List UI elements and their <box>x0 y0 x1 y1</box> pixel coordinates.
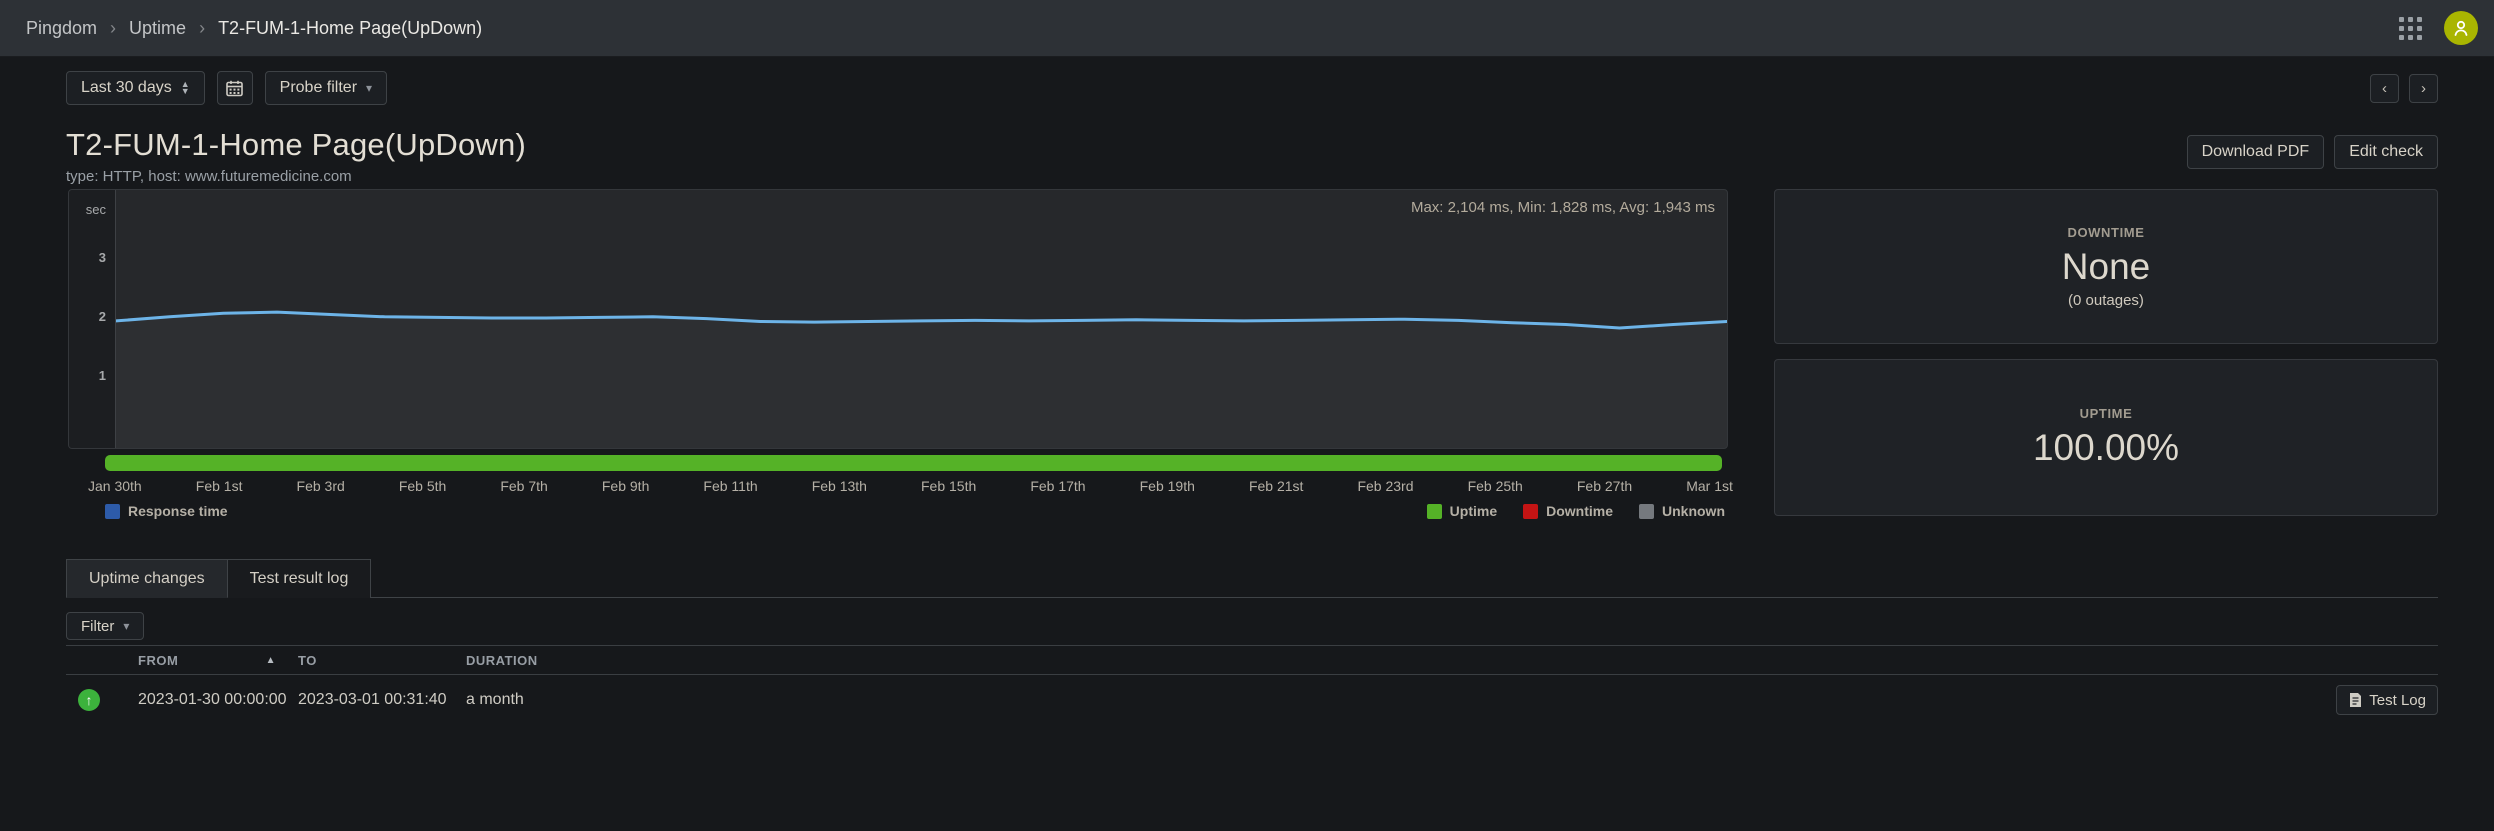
time-range-label: Last 30 days <box>81 79 172 96</box>
breadcrumb-pingdom[interactable]: Pingdom <box>26 17 98 38</box>
probe-filter-dropdown[interactable]: Probe filter ▾ <box>264 71 388 105</box>
y-axis-tick: 2 <box>98 309 106 324</box>
table-header: FROM ▲ TO DURATION <box>66 645 2438 675</box>
breadcrumb-separator-icon: › <box>110 17 117 38</box>
uptime-swatch <box>1426 503 1442 519</box>
row-from-value: 2023-01-30 00:00:00 <box>138 691 287 708</box>
downtime-card: DOWNTIME None (0 outages) <box>1774 189 2438 344</box>
download-pdf-button[interactable]: Download PDF <box>2186 135 2325 169</box>
legend-uptime: Uptime <box>1426 503 1497 519</box>
x-axis-label: Feb 25th <box>1467 478 1523 494</box>
downtime-outages: (0 outages) <box>2068 291 2144 309</box>
filter-label: Filter <box>81 617 115 635</box>
chart-stats-label: Max: 2,104 ms, Min: 1,828 ms, Avg: 1,943… <box>1410 199 1715 216</box>
user-avatar[interactable] <box>2444 11 2478 45</box>
legend-response-time: Response time <box>105 503 228 519</box>
x-axis-label: Feb 13th <box>811 478 867 494</box>
document-icon <box>2350 693 2362 707</box>
x-axis-label: Feb 5th <box>398 478 447 494</box>
check-title-section: T2-FUM-1-Home Page(UpDown) type: HTTP, h… <box>66 127 2438 185</box>
x-axis-label: Feb 3rd <box>296 478 345 494</box>
breadcrumb-separator-icon: › <box>199 17 206 38</box>
calendar-button[interactable] <box>216 71 253 105</box>
response-time-chart: sec 3 2 1 Max: 2,104 ms, Min: 1,828 ms, Av… <box>68 189 1728 449</box>
response-time-line <box>116 310 1727 330</box>
column-header-to[interactable]: TO <box>298 652 317 668</box>
table-row: ↑ 2023-01-30 00:00:00 2023-03-01 00:31:4… <box>66 675 2438 725</box>
x-axis-label: Feb 1st <box>195 478 243 494</box>
uptime-changes-table: FROM ▲ TO DURATION ↑ 2023-01-30 00:00:00… <box>66 645 2438 725</box>
uptime-card-label: UPTIME <box>2079 406 2133 421</box>
filter-dropdown[interactable]: Filter ▾ <box>66 612 145 640</box>
test-log-label: Test Log <box>2369 691 2426 709</box>
x-axis-label: Mar 1st <box>1686 478 1733 494</box>
y-axis-tick: 3 <box>98 250 106 265</box>
column-header-duration[interactable]: DURATION <box>466 652 538 668</box>
unknown-swatch <box>1639 503 1654 519</box>
chevron-down-icon: ▾ <box>123 619 130 633</box>
sort-asc-icon[interactable]: ▲ <box>265 654 276 666</box>
apps-grid-icon[interactable] <box>2399 16 2422 40</box>
breadcrumb-current-check: T2-FUM-1-Home Page(UpDown) <box>218 17 483 38</box>
x-axis-label: Feb 17th <box>1030 478 1086 494</box>
page-title: T2-FUM-1-Home Page(UpDown) <box>66 127 526 162</box>
probe-filter-label: Probe filter <box>279 79 358 96</box>
chevron-left-icon: ‹ <box>2382 79 2387 97</box>
row-duration-value: a month <box>466 691 524 708</box>
calendar-icon <box>226 80 243 96</box>
edit-check-button[interactable]: Edit check <box>2334 135 2438 169</box>
time-range-select[interactable]: Last 30 days ▲ ▼ <box>66 71 205 105</box>
downtime-swatch <box>1523 503 1539 519</box>
up-down-stepper-icon: ▲ ▼ <box>180 79 190 96</box>
tab-test-result-log[interactable]: Test result log <box>227 559 372 598</box>
test-log-button[interactable]: Test Log <box>2336 685 2438 715</box>
x-axis: Jan 30th Feb 1st Feb 3rd Feb 5th Feb 7th Feb … <box>88 478 1733 494</box>
x-axis-label: Feb 23rd <box>1357 478 1414 494</box>
chart-plot-area: Max: 2,104 ms, Min: 1,828 ms, Avg: 1,943… <box>116 190 1727 448</box>
y-axis-unit-label: sec <box>85 202 106 217</box>
uptime-status-bar <box>105 455 1722 471</box>
x-axis-label: Feb 11th <box>703 478 758 494</box>
response-time-swatch <box>105 503 120 519</box>
previous-period-button[interactable]: ‹ <box>2370 73 2399 103</box>
x-axis-label: Feb 21st <box>1248 478 1304 494</box>
tab-uptime-changes[interactable]: Uptime changes <box>66 559 228 598</box>
chart-legend: Response time Uptime Downtime <box>105 503 1725 519</box>
x-axis-label: Feb 19th <box>1139 478 1195 494</box>
x-axis-label: Feb 27th <box>1576 478 1633 494</box>
top-header-bar: Pingdom › Uptime › T2-FUM-1-Home Page(Up… <box>0 0 2494 57</box>
summary-cards: DOWNTIME None (0 outages) UPTIME 100.00% <box>1774 189 2438 519</box>
chevron-right-icon: › <box>2421 79 2426 97</box>
downtime-value: None <box>2061 245 2151 287</box>
x-axis-label: Jan 30th <box>88 478 142 494</box>
breadcrumb-uptime[interactable]: Uptime <box>129 17 187 38</box>
row-to-value: 2023-03-01 00:31:40 <box>298 691 447 708</box>
x-axis-label: Feb 7th <box>500 478 548 494</box>
y-axis: sec 3 2 1 <box>69 190 116 448</box>
uptime-card: UPTIME 100.00% <box>1774 359 2438 516</box>
report-toolbar: Last 30 days ▲ ▼ Probe filter ▾ <box>66 71 2438 105</box>
column-header-from[interactable]: FROM <box>138 652 179 668</box>
x-axis-label: Feb 9th <box>601 478 650 494</box>
legend-downtime: Downtime <box>1523 503 1613 519</box>
status-up-icon: ↑ <box>78 689 100 711</box>
legend-unknown: Unknown <box>1639 503 1725 519</box>
person-icon <box>2454 20 2468 36</box>
next-period-button[interactable]: › <box>2409 73 2438 103</box>
uptime-value: 100.00% <box>2032 427 2180 468</box>
y-axis-tick: 1 <box>98 368 106 383</box>
response-time-chart-section: sec 3 2 1 Max: 2,104 ms, Min: 1,828 ms, Av… <box>66 189 1733 519</box>
log-tabs: Uptime changes Test result log <box>66 559 2438 598</box>
chevron-down-icon: ▾ <box>366 81 373 95</box>
check-meta: type: HTTP, host: www.futuremedicine.com <box>66 168 352 185</box>
x-axis-label: Feb 15th <box>921 478 977 494</box>
downtime-card-label: DOWNTIME <box>2067 224 2145 240</box>
